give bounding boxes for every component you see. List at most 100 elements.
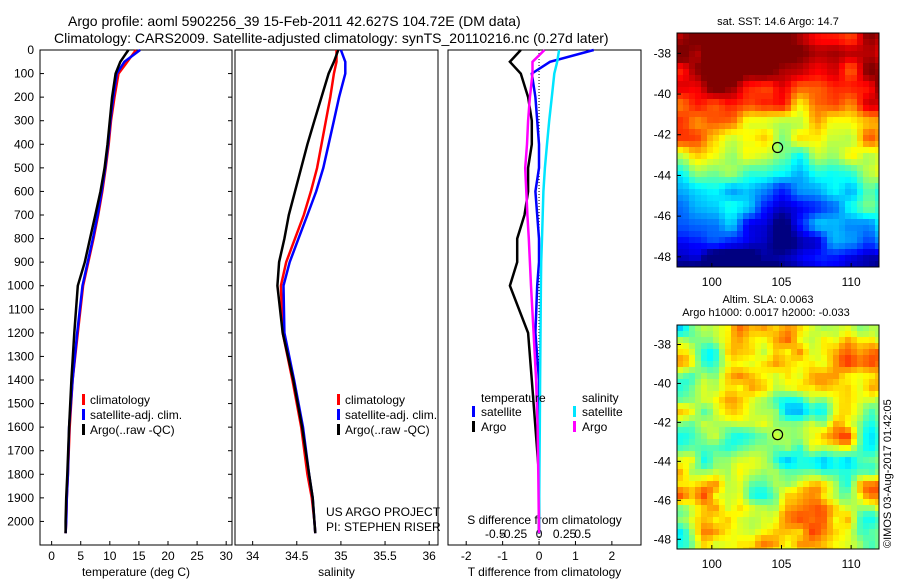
heatmap-cell (701, 231, 707, 237)
heatmap-cell (767, 355, 773, 361)
heatmap-cell (677, 195, 683, 201)
heatmap-cell (833, 159, 839, 165)
heatmap-cell (863, 403, 869, 409)
heatmap-cell (755, 541, 761, 547)
heatmap-cell (719, 523, 725, 529)
heatmap-cell (755, 177, 761, 183)
heatmap-cell (833, 45, 839, 51)
heatmap-cell (737, 517, 743, 523)
heatmap-cell (827, 207, 833, 213)
heatmap-cell (725, 397, 731, 403)
heatmap-cell (785, 475, 791, 481)
heatmap-cell (827, 225, 833, 231)
heatmap-cell (719, 391, 725, 397)
heatmap-cell (851, 427, 857, 433)
heatmap-cell (701, 147, 707, 153)
heatmap-cell (785, 261, 791, 267)
heatmap-cell (803, 541, 809, 547)
heatmap-cell (701, 415, 707, 421)
heatmap-cell (701, 343, 707, 349)
heatmap-cell (773, 451, 779, 457)
heatmap-cell (773, 361, 779, 367)
heatmap-cell (695, 63, 701, 69)
heatmap-cell (689, 469, 695, 475)
heatmap-cell (707, 445, 713, 451)
heatmap-cell (803, 481, 809, 487)
heatmap-cell (863, 105, 869, 111)
heatmap-cell (809, 111, 815, 117)
heatmap-cell (719, 499, 725, 505)
heatmap-cell (731, 355, 737, 361)
heatmap-cell (863, 153, 869, 159)
heatmap-cell (809, 439, 815, 445)
heatmap-cell (731, 415, 737, 421)
heatmap-cell (863, 189, 869, 195)
heatmap-cell (749, 373, 755, 379)
heatmap-cell (743, 487, 749, 493)
heatmap-cell (845, 159, 851, 165)
heatmap-cell (845, 385, 851, 391)
heatmap-cell (707, 463, 713, 469)
heatmap-cell (701, 75, 707, 81)
heatmap-cell (785, 343, 791, 349)
heatmap-cell (707, 171, 713, 177)
heatmap-cell (773, 415, 779, 421)
x-tick-label: 20 (161, 549, 175, 563)
heatmap-cell (695, 427, 701, 433)
heatmap-cell (833, 39, 839, 45)
heatmap-cell (851, 201, 857, 207)
heatmap-cell (809, 177, 815, 183)
heatmap-cell (779, 481, 785, 487)
heatmap-cell (683, 433, 689, 439)
heatmap-cell (869, 99, 875, 105)
x-tick-label: 2 (609, 549, 616, 563)
heatmap-cell (755, 123, 761, 129)
heatmap-cell (719, 183, 725, 189)
heatmap-cell (713, 249, 719, 255)
heatmap-cell (821, 361, 827, 367)
heatmap-cell (713, 189, 719, 195)
heatmap-cell (785, 409, 791, 415)
heatmap-cell (797, 535, 803, 541)
heatmap-cell (851, 135, 857, 141)
heatmap-cell (845, 541, 851, 547)
heatmap-cell (815, 511, 821, 517)
heatmap-cell (695, 523, 701, 529)
x-tick-label: 30 (220, 549, 234, 563)
heatmap-cell (749, 457, 755, 463)
heatmap-cell (695, 367, 701, 373)
heatmap-cell (689, 547, 695, 549)
heatmap-cell (749, 135, 755, 141)
heatmap-cell (779, 135, 785, 141)
heatmap-cell (761, 337, 767, 343)
heatmap-cell (839, 147, 845, 153)
heatmap-cell (845, 105, 851, 111)
heatmap-cell (785, 75, 791, 81)
heatmap-cell (773, 261, 779, 267)
heatmap-cell (695, 171, 701, 177)
heatmap-cell (863, 487, 869, 493)
heatmap-cell (857, 325, 863, 331)
heatmap-cell (839, 547, 845, 549)
heatmap-cell (791, 195, 797, 201)
heatmap-cell (809, 183, 815, 189)
heatmap-cell (743, 409, 749, 415)
heatmap-cell (737, 195, 743, 201)
heatmap-cell (803, 457, 809, 463)
heatmap-cell (701, 493, 707, 499)
heatmap-cell (755, 427, 761, 433)
heatmap-cell (815, 237, 821, 243)
heatmap-cell (713, 385, 719, 391)
heatmap-cell (791, 183, 797, 189)
heatmap-cell (731, 535, 737, 541)
heatmap-cell (737, 499, 743, 505)
heatmap-cell (701, 481, 707, 487)
heatmap-cell (755, 237, 761, 243)
float-position-marker (771, 429, 784, 441)
heatmap-cell (713, 147, 719, 153)
heatmap-cell (755, 415, 761, 421)
heatmap-cell (677, 535, 683, 541)
heatmap-cell (785, 421, 791, 427)
heatmap-cell (707, 343, 713, 349)
heatmap-cell (725, 261, 731, 267)
